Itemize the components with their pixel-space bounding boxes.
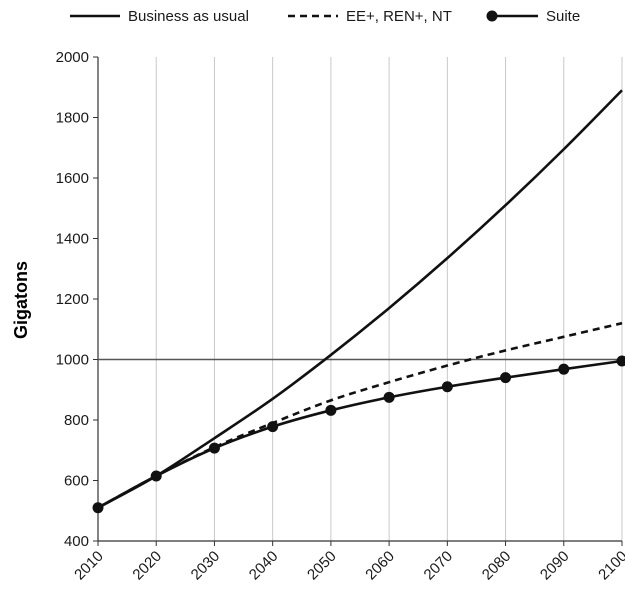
series-line-business-as-usual xyxy=(98,90,622,507)
y-axis-label: Gigatons xyxy=(11,261,31,339)
data-point-suite xyxy=(617,356,625,367)
legend-label-business-as-usual: Business as usual xyxy=(128,8,249,25)
axis-layer: 400 600 800 1000 1200 1400 1600 1800 2000 2010 202… xyxy=(56,49,625,583)
y-tick-label: 2000 xyxy=(56,49,89,66)
y-tick-label: 600 xyxy=(64,473,89,490)
y-tick-label: 800 xyxy=(64,412,89,429)
x-tick-label: 2040 xyxy=(246,548,282,584)
grid-layer xyxy=(156,57,622,541)
x-tick-label: 2080 xyxy=(479,548,515,584)
data-point-suite xyxy=(500,372,511,383)
x-tick-label: 2050 xyxy=(304,548,340,584)
data-point-suite xyxy=(267,421,278,432)
data-point-suite xyxy=(558,364,569,375)
data-point-suite xyxy=(209,443,220,454)
data-point-suite xyxy=(151,470,162,481)
y-tick-label: 1800 xyxy=(56,110,89,127)
y-tick-label: 1200 xyxy=(56,291,89,308)
series-layer xyxy=(93,90,625,513)
x-tick-label: 2010 xyxy=(71,548,107,584)
legend-label-suite: Suite xyxy=(546,8,580,25)
data-point-suite xyxy=(384,392,395,403)
legend-label-ee-ren-nt: EE+, REN+, NT xyxy=(346,8,452,25)
x-tick-label: 2060 xyxy=(362,548,398,584)
x-tick-label: 2070 xyxy=(421,548,457,584)
data-point-suite xyxy=(442,381,453,392)
series-line-ee-ren-nt xyxy=(98,323,622,508)
series-line-suite xyxy=(98,361,622,508)
legend-marker-suite xyxy=(487,11,498,22)
x-tick-label: 2030 xyxy=(188,548,224,584)
y-tick-label: 1000 xyxy=(56,352,89,369)
x-tick-label: 2100 xyxy=(595,548,625,584)
legend: Business as usual EE+, REN+, NT Suite xyxy=(70,8,580,25)
y-tick-label: 400 xyxy=(64,533,89,550)
y-tick-label: 1600 xyxy=(56,170,89,187)
data-point-suite xyxy=(325,405,336,416)
x-tick-label: 2090 xyxy=(537,548,573,584)
x-tick-label: 2020 xyxy=(129,548,165,584)
data-point-suite xyxy=(93,502,104,513)
y-tick-label: 1400 xyxy=(56,231,89,248)
